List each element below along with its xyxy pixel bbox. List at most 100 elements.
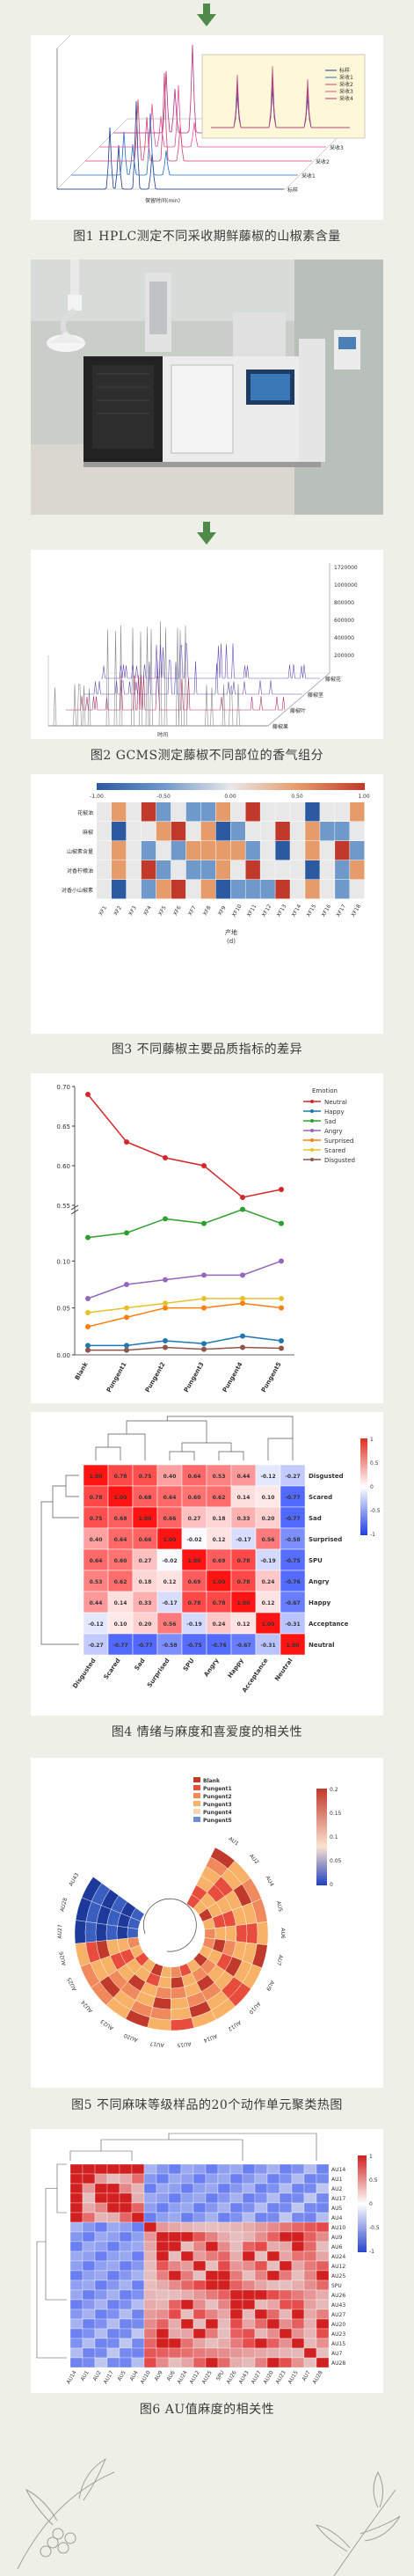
fig6-cell <box>131 2241 145 2252</box>
fig1-xlabel: 保留时间(min) <box>145 197 180 204</box>
fig6-cell <box>106 2212 120 2223</box>
fig6-cell <box>94 2250 108 2262</box>
fig5-colorbar-tick: 0.05 <box>330 1858 342 1864</box>
fig4-colorbar-tick: -1 <box>370 1532 375 1538</box>
fig2-series-label: 藤椒花 <box>325 676 341 683</box>
fig4-row-label: Happy <box>309 1599 331 1606</box>
line-point <box>163 1300 168 1306</box>
fig6-cell <box>217 2357 231 2368</box>
fig4-cell <box>181 1570 207 1592</box>
line-point <box>163 1277 168 1283</box>
fig6-cell <box>119 2299 133 2310</box>
fig6-cell <box>94 2347 108 2359</box>
fig4-cell <box>280 1464 306 1487</box>
fig6-cell <box>316 2173 330 2184</box>
fig6-cell <box>82 2299 96 2310</box>
line-series <box>87 1208 282 1239</box>
fig6-cell <box>143 2347 157 2359</box>
line-ytick: 0.55 <box>56 1203 70 1210</box>
fig6-cell <box>156 2183 170 2194</box>
fig6-cell <box>192 2318 207 2330</box>
fig6-cell <box>131 2173 145 2184</box>
fig6-cell <box>291 2328 305 2339</box>
fig6-cell <box>205 2221 219 2233</box>
line-point <box>163 1338 168 1343</box>
fig4-cell-value: 0.64 <box>163 1495 177 1501</box>
fig4-colorbar <box>360 1438 367 1535</box>
fig4-row-label: Disgusted <box>309 1473 344 1480</box>
fig6-cell <box>156 2260 170 2272</box>
fig6-cell <box>143 2221 157 2233</box>
fig6-cell <box>266 2270 280 2281</box>
fig4-cell-value: 0.66 <box>139 1537 152 1543</box>
fig6-cell <box>180 2221 194 2233</box>
fig6-cell <box>106 2328 120 2339</box>
fig6-cell <box>94 2183 108 2194</box>
fig4-cell <box>107 1548 134 1571</box>
fig6-cell <box>94 2309 108 2320</box>
fig4-cell-value: 0.14 <box>114 1600 127 1606</box>
fig5-au-label: AU27 <box>57 1924 63 1938</box>
fig6-cell <box>229 2202 243 2214</box>
fig6-cell <box>192 2241 207 2252</box>
fig4-cell <box>156 1591 183 1614</box>
fig5-legend-swatch <box>193 1809 200 1814</box>
fig6-cell <box>266 2192 280 2204</box>
fig6-cell <box>131 2163 145 2175</box>
fig6-cell <box>242 2318 256 2330</box>
fig6-cell <box>119 2192 133 2204</box>
fig3-colorbar-tick: 0.00 <box>224 794 236 800</box>
fig3-xlabel: 产地 <box>225 928 237 936</box>
fig2-series-label: 藤椒叶 <box>290 707 306 714</box>
fig6-cell <box>254 2163 268 2175</box>
fig3-cell <box>230 841 245 860</box>
fig6-cell <box>217 2347 231 2359</box>
fig4-cell-value: -0.77 <box>113 1643 127 1649</box>
fig6-cell <box>205 2309 219 2320</box>
fig2-series-label: 藤椒茎 <box>308 692 323 699</box>
fig6-cell <box>131 2250 145 2262</box>
fig2-trace <box>101 642 320 679</box>
fig3-cell <box>260 822 275 841</box>
fig6-cell <box>168 2163 182 2175</box>
fig5-cell <box>130 1907 145 1921</box>
fig4-cell <box>206 1485 232 1508</box>
fig5-au-label: AU15 <box>177 2040 192 2048</box>
fig6-cell <box>156 2309 170 2320</box>
line-point <box>240 1344 245 1350</box>
fig4-cell-value: 0.78 <box>213 1600 226 1606</box>
fig6-cell <box>279 2241 293 2252</box>
fig4-cell <box>83 1570 109 1592</box>
fig4-cell <box>156 1506 183 1529</box>
fig4-cell-value: 0.53 <box>213 1474 226 1480</box>
fig4-cell-value: 0.62 <box>114 1579 127 1585</box>
fig6-cell <box>217 2299 231 2310</box>
fig4-cell <box>255 1485 281 1508</box>
fig4-cell <box>280 1506 306 1529</box>
fig4-cell-value: 0.27 <box>139 1558 152 1564</box>
line-ytick: 0.65 <box>56 1123 70 1131</box>
fig6-cell <box>180 2347 194 2359</box>
fig4-cell-value: 1.00 <box>287 1643 300 1649</box>
fig6-cell <box>192 2250 207 2262</box>
fig6-cell <box>106 2309 120 2320</box>
fig3-cell <box>141 860 156 880</box>
fig4-cell-value: 0.69 <box>188 1579 201 1585</box>
fig6-cell <box>143 2231 157 2243</box>
fig6-cell <box>156 2289 170 2301</box>
fig6-cell <box>242 2338 256 2349</box>
gcms-instrument <box>84 273 360 467</box>
fig3-colorbar-tick: 0.50 <box>291 794 303 800</box>
fig3-cell <box>275 860 290 880</box>
fig6-cell <box>106 2183 120 2194</box>
fig6-cell <box>131 2183 145 2194</box>
fig6-cell <box>168 2280 182 2291</box>
fig6-cell <box>242 2289 256 2301</box>
fig6-cell <box>316 2163 330 2175</box>
down-arrow-icon <box>0 522 414 546</box>
line-ytick: 0.10 <box>56 1258 70 1265</box>
line-point <box>124 1314 129 1321</box>
fig6-cell <box>303 2202 317 2214</box>
fig6-row-label: AU23 <box>331 2331 345 2338</box>
fig6-cell <box>266 2202 280 2214</box>
